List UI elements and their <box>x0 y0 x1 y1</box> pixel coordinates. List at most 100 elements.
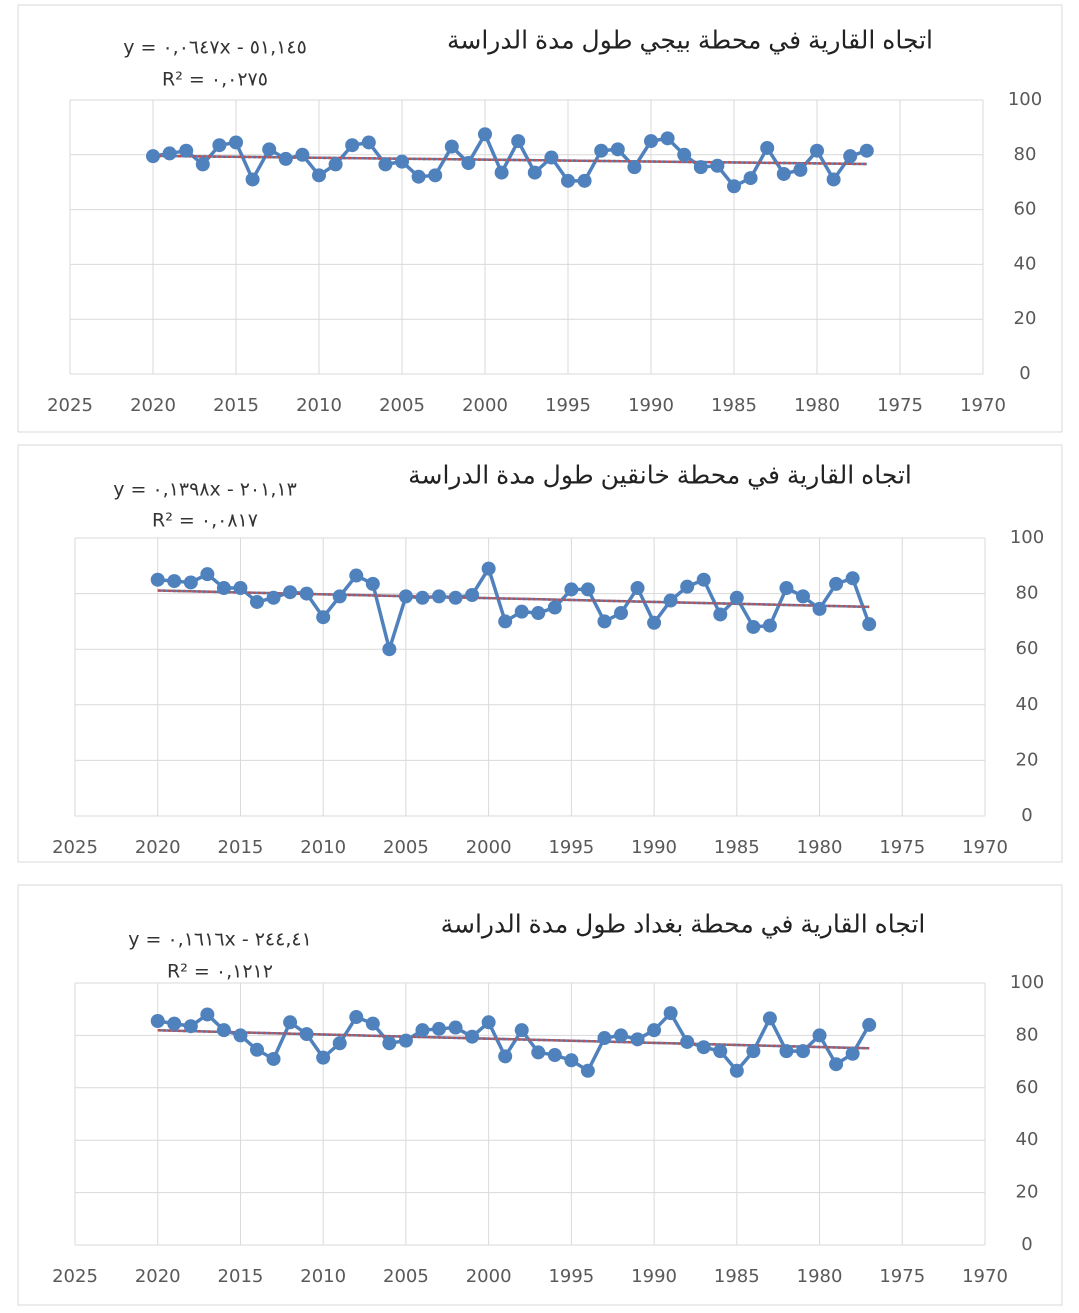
data-point <box>494 165 509 180</box>
data-point <box>762 1011 777 1026</box>
data-point <box>713 607 728 622</box>
data-point <box>361 135 376 150</box>
x-tick-label: 1970 <box>962 1266 1008 1287</box>
x-tick-label: 1980 <box>794 395 840 416</box>
data-point <box>432 1021 446 1036</box>
x-tick-label: 1990 <box>631 837 677 858</box>
data-point <box>544 150 559 165</box>
y-tick-label: 80 <box>1016 583 1039 604</box>
data-point <box>829 1057 844 1072</box>
x-tick-label: 1975 <box>877 395 923 416</box>
data-point <box>365 576 380 591</box>
data-point <box>862 617 877 632</box>
x-tick-label: 1985 <box>714 1266 760 1287</box>
x-tick-label: 2000 <box>466 1266 512 1287</box>
data-point <box>680 579 695 594</box>
x-tick-label: 1995 <box>548 837 594 858</box>
y-tick-label: 40 <box>1016 694 1039 715</box>
chart-title: اتجاه القارية في محطة بيجي طول مدة الدرا… <box>447 27 933 56</box>
data-point <box>727 179 741 194</box>
data-point <box>796 589 810 604</box>
data-point <box>382 1036 397 1051</box>
data-point <box>382 642 397 657</box>
y-tick-label: 100 <box>1010 972 1044 993</box>
data-point <box>796 1044 810 1059</box>
data-point <box>150 572 165 587</box>
x-tick-label: 2000 <box>466 837 512 858</box>
data-point <box>561 173 575 188</box>
data-point <box>345 138 360 153</box>
data-point <box>729 1063 744 1078</box>
y-tick-label: 0 <box>1019 363 1030 384</box>
data-point <box>743 171 758 186</box>
data-point <box>812 601 827 616</box>
x-tick-label: 2025 <box>47 395 93 416</box>
trend-equation: y = ٠,١٦١٦x - ٢٤٤,٤١ <box>128 929 312 951</box>
data-point <box>250 594 264 609</box>
data-point <box>580 1063 595 1078</box>
data-point <box>630 1032 645 1047</box>
data-point <box>349 568 364 583</box>
data-point <box>564 1053 579 1068</box>
x-tick-label: 1970 <box>962 837 1008 858</box>
trendline <box>152 154 867 166</box>
data-point <box>644 134 658 149</box>
data-point <box>229 135 243 150</box>
data-point <box>415 1023 430 1038</box>
data-point <box>696 572 711 587</box>
data-point <box>167 1016 182 1031</box>
data-point <box>398 589 413 604</box>
data-point <box>511 134 526 149</box>
x-tick-label: 1990 <box>628 395 674 416</box>
data-point <box>415 590 430 605</box>
x-tick-label: 2015 <box>218 837 264 858</box>
data-point <box>647 615 662 630</box>
data-point <box>233 1028 248 1043</box>
data-point <box>146 149 160 164</box>
data-point <box>432 589 446 604</box>
r-squared: R² = ٠,١٢١٢ <box>167 961 273 983</box>
data-point <box>200 1007 215 1022</box>
data-point <box>660 131 675 146</box>
data-point <box>531 1045 546 1060</box>
y-tick-label: 40 <box>1016 1129 1039 1150</box>
data-point <box>760 140 775 155</box>
y-tick-label: 100 <box>1010 527 1044 548</box>
chart-title: اتجاه القارية في محطة بغداد طول مدة الدر… <box>441 911 926 940</box>
trendline <box>157 589 870 609</box>
y-tick-label: 20 <box>1016 749 1039 770</box>
y-tick-label: 80 <box>1014 144 1037 165</box>
data-point <box>829 576 844 591</box>
data-point <box>610 142 625 157</box>
data-point <box>365 1016 380 1031</box>
data-point <box>693 160 708 175</box>
chart-title: اتجاه القارية في محطة خانقين طول مدة الد… <box>408 462 912 491</box>
data-point <box>245 172 260 187</box>
x-tick-label: 1975 <box>879 837 925 858</box>
data-point <box>845 571 860 586</box>
y-tick-label: 0 <box>1021 805 1032 826</box>
data-point <box>266 1051 281 1066</box>
data-point <box>498 1049 513 1064</box>
x-tick-label: 2025 <box>52 837 98 858</box>
data-point <box>250 1042 264 1057</box>
x-tick-label: 2025 <box>52 1266 98 1287</box>
data-point <box>395 154 409 169</box>
x-tick-label: 1980 <box>797 837 843 858</box>
data-point <box>627 160 642 175</box>
y-tick-label: 80 <box>1016 1024 1039 1045</box>
data-point <box>448 1020 463 1035</box>
data-point <box>779 581 794 596</box>
data-point <box>212 138 227 153</box>
data-point <box>547 1048 562 1063</box>
data-point <box>577 173 592 188</box>
x-tick-label: 2010 <box>296 395 342 416</box>
x-tick-label: 2005 <box>383 1266 429 1287</box>
data-point <box>328 157 343 172</box>
data-point <box>597 614 612 629</box>
data-point <box>465 1029 480 1044</box>
data-point <box>216 581 231 596</box>
x-tick-label: 2005 <box>379 395 425 416</box>
data-point <box>183 575 198 590</box>
data-point <box>594 143 609 158</box>
